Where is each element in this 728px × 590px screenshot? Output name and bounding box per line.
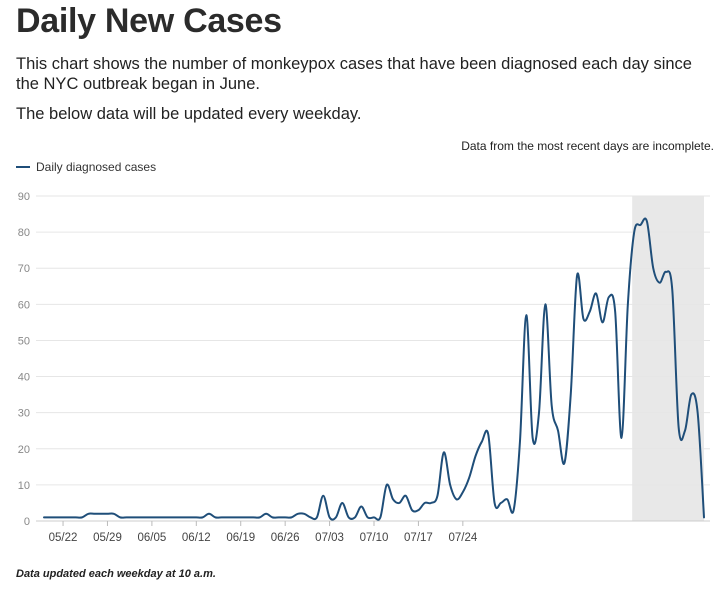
x-tick-label: 06/05	[137, 532, 166, 544]
y-tick-label: 60	[18, 299, 30, 311]
y-tick-label: 40	[18, 372, 30, 384]
line-chart: 0 10 20 30 40 50 60 70 80 90 05/22 05/29 06/05 06/12 0…	[18, 191, 710, 544]
y-tick-label: 90	[18, 191, 30, 203]
series-line-daily-diagnosed-cases	[43, 217, 705, 521]
x-tick-label: 06/19	[226, 532, 255, 544]
incomplete-data-region	[632, 196, 704, 521]
x-tick-label: 07/10	[360, 532, 389, 544]
page-title: Daily New Cases	[16, 2, 282, 40]
x-tick-label: 05/29	[93, 532, 122, 544]
y-tick-label: 10	[18, 480, 30, 492]
incomplete-data-note: Data from the most recent days are incom…	[461, 139, 714, 153]
chart-legend: Daily diagnosed cases	[16, 160, 156, 174]
x-tick-label: 07/17	[404, 532, 433, 544]
chart-description: This chart shows the number of monkeypox…	[16, 55, 692, 93]
legend-label: Daily diagnosed cases	[36, 160, 157, 174]
y-tick-label: 80	[18, 227, 30, 239]
update-note: The below data will be updated every wee…	[16, 105, 362, 123]
x-tick-label: 07/03	[315, 532, 344, 544]
x-tick-label: 07/24	[448, 532, 477, 544]
y-tick-label: 50	[18, 335, 30, 347]
footer-note: Data updated each weekday at 10 a.m.	[16, 568, 216, 580]
x-tick-label: 06/12	[182, 532, 211, 544]
x-tick-label: 05/22	[49, 532, 78, 544]
y-tick-label: 20	[18, 444, 30, 456]
x-tick-label: 06/26	[271, 532, 300, 544]
legend-swatch	[16, 166, 30, 168]
y-tick-label: 0	[24, 516, 30, 528]
y-tick-label: 30	[18, 408, 30, 420]
y-tick-label: 70	[18, 263, 30, 275]
